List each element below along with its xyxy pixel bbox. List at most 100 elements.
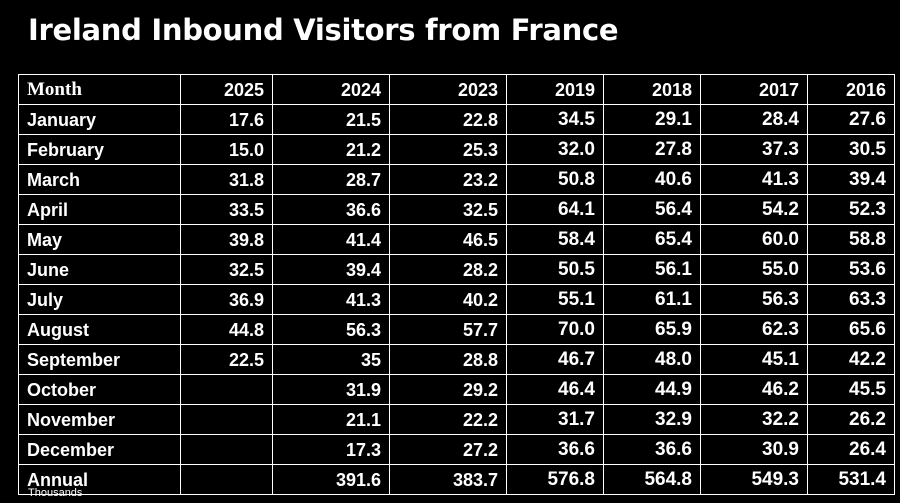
value-cell: 64.1: [506, 194, 604, 225]
value-cell: 36.6: [506, 434, 604, 465]
value-cell: 48.0: [603, 344, 701, 375]
value-cell: 65.9: [603, 314, 701, 345]
value-cell: 32.0: [506, 134, 604, 165]
value-cell: 42.2: [807, 344, 895, 375]
value-cell: 46.4: [506, 374, 604, 405]
value-cell: 21.5: [272, 104, 390, 135]
value-cell: 44.8: [180, 314, 273, 345]
value-cell: 56.3: [700, 284, 808, 315]
value-cell: 26.4: [807, 434, 895, 465]
value-cell: 70.0: [506, 314, 604, 345]
value-cell: 55.0: [700, 254, 808, 285]
page-title: Ireland Inbound Visitors from France: [28, 13, 619, 47]
month-label: February: [18, 134, 181, 165]
value-cell: 15.0: [180, 134, 273, 165]
month-label: April: [18, 194, 181, 225]
value-cell: 65.6: [807, 314, 895, 345]
value-cell: 23.2: [389, 164, 507, 195]
value-cell: 61.1: [603, 284, 701, 315]
value-cell: 55.1: [506, 284, 604, 315]
value-cell: 46.5: [389, 224, 507, 255]
year-column-header: 2023: [389, 74, 507, 105]
value-cell: 29.1: [603, 104, 701, 135]
value-cell: 37.3: [700, 134, 808, 165]
value-cell: 46.2: [700, 374, 808, 405]
value-cell: 41.3: [700, 164, 808, 195]
value-cell: 28.8: [389, 344, 507, 375]
value-cell: 27.6: [807, 104, 895, 135]
value-cell: 564.8: [603, 464, 701, 495]
month-label: June: [18, 254, 181, 285]
value-cell: 17.3: [272, 434, 390, 465]
value-cell: 36.6: [272, 194, 390, 225]
value-cell: 31.7: [506, 404, 604, 435]
value-cell: 65.4: [603, 224, 701, 255]
value-cell: 30.9: [700, 434, 808, 465]
value-cell: 36.9: [180, 284, 273, 315]
value-cell: 32.2: [700, 404, 808, 435]
value-cell: 25.3: [389, 134, 507, 165]
table-row: January 17.6 21.5 22.8 34.5 29.1 28.4 27.6: [18, 104, 895, 135]
value-cell: 391.6: [272, 464, 390, 495]
value-cell: 22.2: [389, 404, 507, 435]
value-cell: 576.8: [506, 464, 604, 495]
value-cell: 56.3: [272, 314, 390, 345]
value-cell: 22.8: [389, 104, 507, 135]
header-row: Month 2025 2024 2023 2019 2018 2017 2016: [18, 74, 895, 105]
month-label: December: [18, 434, 181, 465]
table-row: November 21.1 22.2 31.7 32.9 32.2 26.2: [18, 404, 895, 435]
table-row: October 31.9 29.2 46.4 44.9 46.2 45.5: [18, 374, 895, 405]
value-cell: 52.3: [807, 194, 895, 225]
month-label: Annual: [18, 464, 181, 495]
value-cell: 44.9: [603, 374, 701, 405]
table-row: May 39.8 41.4 46.5 58.4 65.4 60.0 58.8: [18, 224, 895, 255]
year-column-header: 2018: [603, 74, 701, 105]
value-cell: 39.8: [180, 224, 273, 255]
year-column-header: 2025: [180, 74, 273, 105]
value-cell: 26.2: [807, 404, 895, 435]
value-cell: 17.6: [180, 104, 273, 135]
month-label: January: [18, 104, 181, 135]
month-label: March: [18, 164, 181, 195]
value-cell: 40.2: [389, 284, 507, 315]
value-cell: 60.0: [700, 224, 808, 255]
month-label: November: [18, 404, 181, 435]
month-column-header: Month: [18, 74, 181, 105]
value-cell: 21.2: [272, 134, 390, 165]
value-cell: 57.7: [389, 314, 507, 345]
table-row: June 32.5 39.4 28.2 50.5 56.1 55.0 53.6: [18, 254, 895, 285]
table-row: March 31.8 28.7 23.2 50.8 40.6 41.3 39.4: [18, 164, 895, 195]
year-column-header: 2017: [700, 74, 808, 105]
value-cell: 32.9: [603, 404, 701, 435]
value-cell: 54.2: [700, 194, 808, 225]
value-cell: 36.6: [603, 434, 701, 465]
value-cell: [180, 404, 273, 435]
value-cell: 22.5: [180, 344, 273, 375]
value-cell: 34.5: [506, 104, 604, 135]
table-row: August 44.8 56.3 57.7 70.0 65.9 62.3 65.6: [18, 314, 895, 345]
table-row: September 22.5 35 28.8 46.7 48.0 45.1 42.2: [18, 344, 895, 375]
value-cell: 46.7: [506, 344, 604, 375]
value-cell: 31.9: [272, 374, 390, 405]
value-cell: 41.4: [272, 224, 390, 255]
visitors-table: Month 2025 2024 2023 2019 2018 2017 2016 Janua…: [18, 74, 895, 495]
value-cell: 31.8: [180, 164, 273, 195]
value-cell: 45.1: [700, 344, 808, 375]
value-cell: 33.5: [180, 194, 273, 225]
value-cell: 35: [272, 344, 390, 375]
value-cell: 21.1: [272, 404, 390, 435]
value-cell: 29.2: [389, 374, 507, 405]
table-row: Annual 391.6 383.7 576.8 564.8 549.3 531.4: [18, 464, 895, 495]
value-cell: 383.7: [389, 464, 507, 495]
value-cell: 56.4: [603, 194, 701, 225]
table-row: April 33.5 36.6 32.5 64.1 56.4 54.2 52.3: [18, 194, 895, 225]
value-cell: 58.8: [807, 224, 895, 255]
value-cell: 45.5: [807, 374, 895, 405]
value-cell: 50.8: [506, 164, 604, 195]
value-cell: 62.3: [700, 314, 808, 345]
year-column-header: 2019: [506, 74, 604, 105]
table-row: December 17.3 27.2 36.6 36.6 30.9 26.4: [18, 434, 895, 465]
value-cell: 28.7: [272, 164, 390, 195]
year-column-header: 2024: [272, 74, 390, 105]
value-cell: 32.5: [180, 254, 273, 285]
